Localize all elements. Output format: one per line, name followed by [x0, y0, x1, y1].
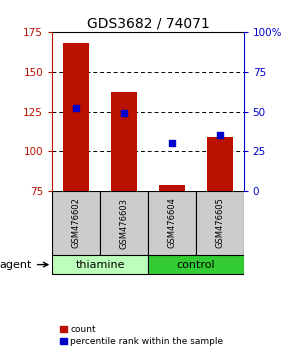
- Text: GSM476604: GSM476604: [167, 198, 176, 249]
- Point: [122, 110, 126, 116]
- Bar: [63, 43, 89, 191]
- Bar: [148, 255, 244, 274]
- Text: GSM476605: GSM476605: [215, 198, 224, 249]
- Bar: [196, 191, 244, 255]
- Title: GDS3682 / 74071: GDS3682 / 74071: [86, 17, 209, 31]
- Bar: [100, 191, 148, 255]
- Bar: [111, 92, 137, 191]
- Bar: [52, 191, 100, 255]
- Text: GSM476602: GSM476602: [72, 198, 81, 249]
- Text: agent: agent: [0, 259, 48, 270]
- Bar: [159, 185, 185, 191]
- Text: control: control: [176, 259, 215, 270]
- Point: [169, 141, 174, 146]
- Point: [74, 105, 78, 111]
- Bar: [206, 137, 233, 191]
- Text: thiamine: thiamine: [75, 259, 125, 270]
- Legend: count, percentile rank within the sample: count, percentile rank within the sample: [57, 321, 227, 349]
- Bar: [148, 191, 196, 255]
- Point: [218, 132, 222, 138]
- Text: GSM476603: GSM476603: [119, 198, 128, 249]
- Bar: [52, 255, 148, 274]
